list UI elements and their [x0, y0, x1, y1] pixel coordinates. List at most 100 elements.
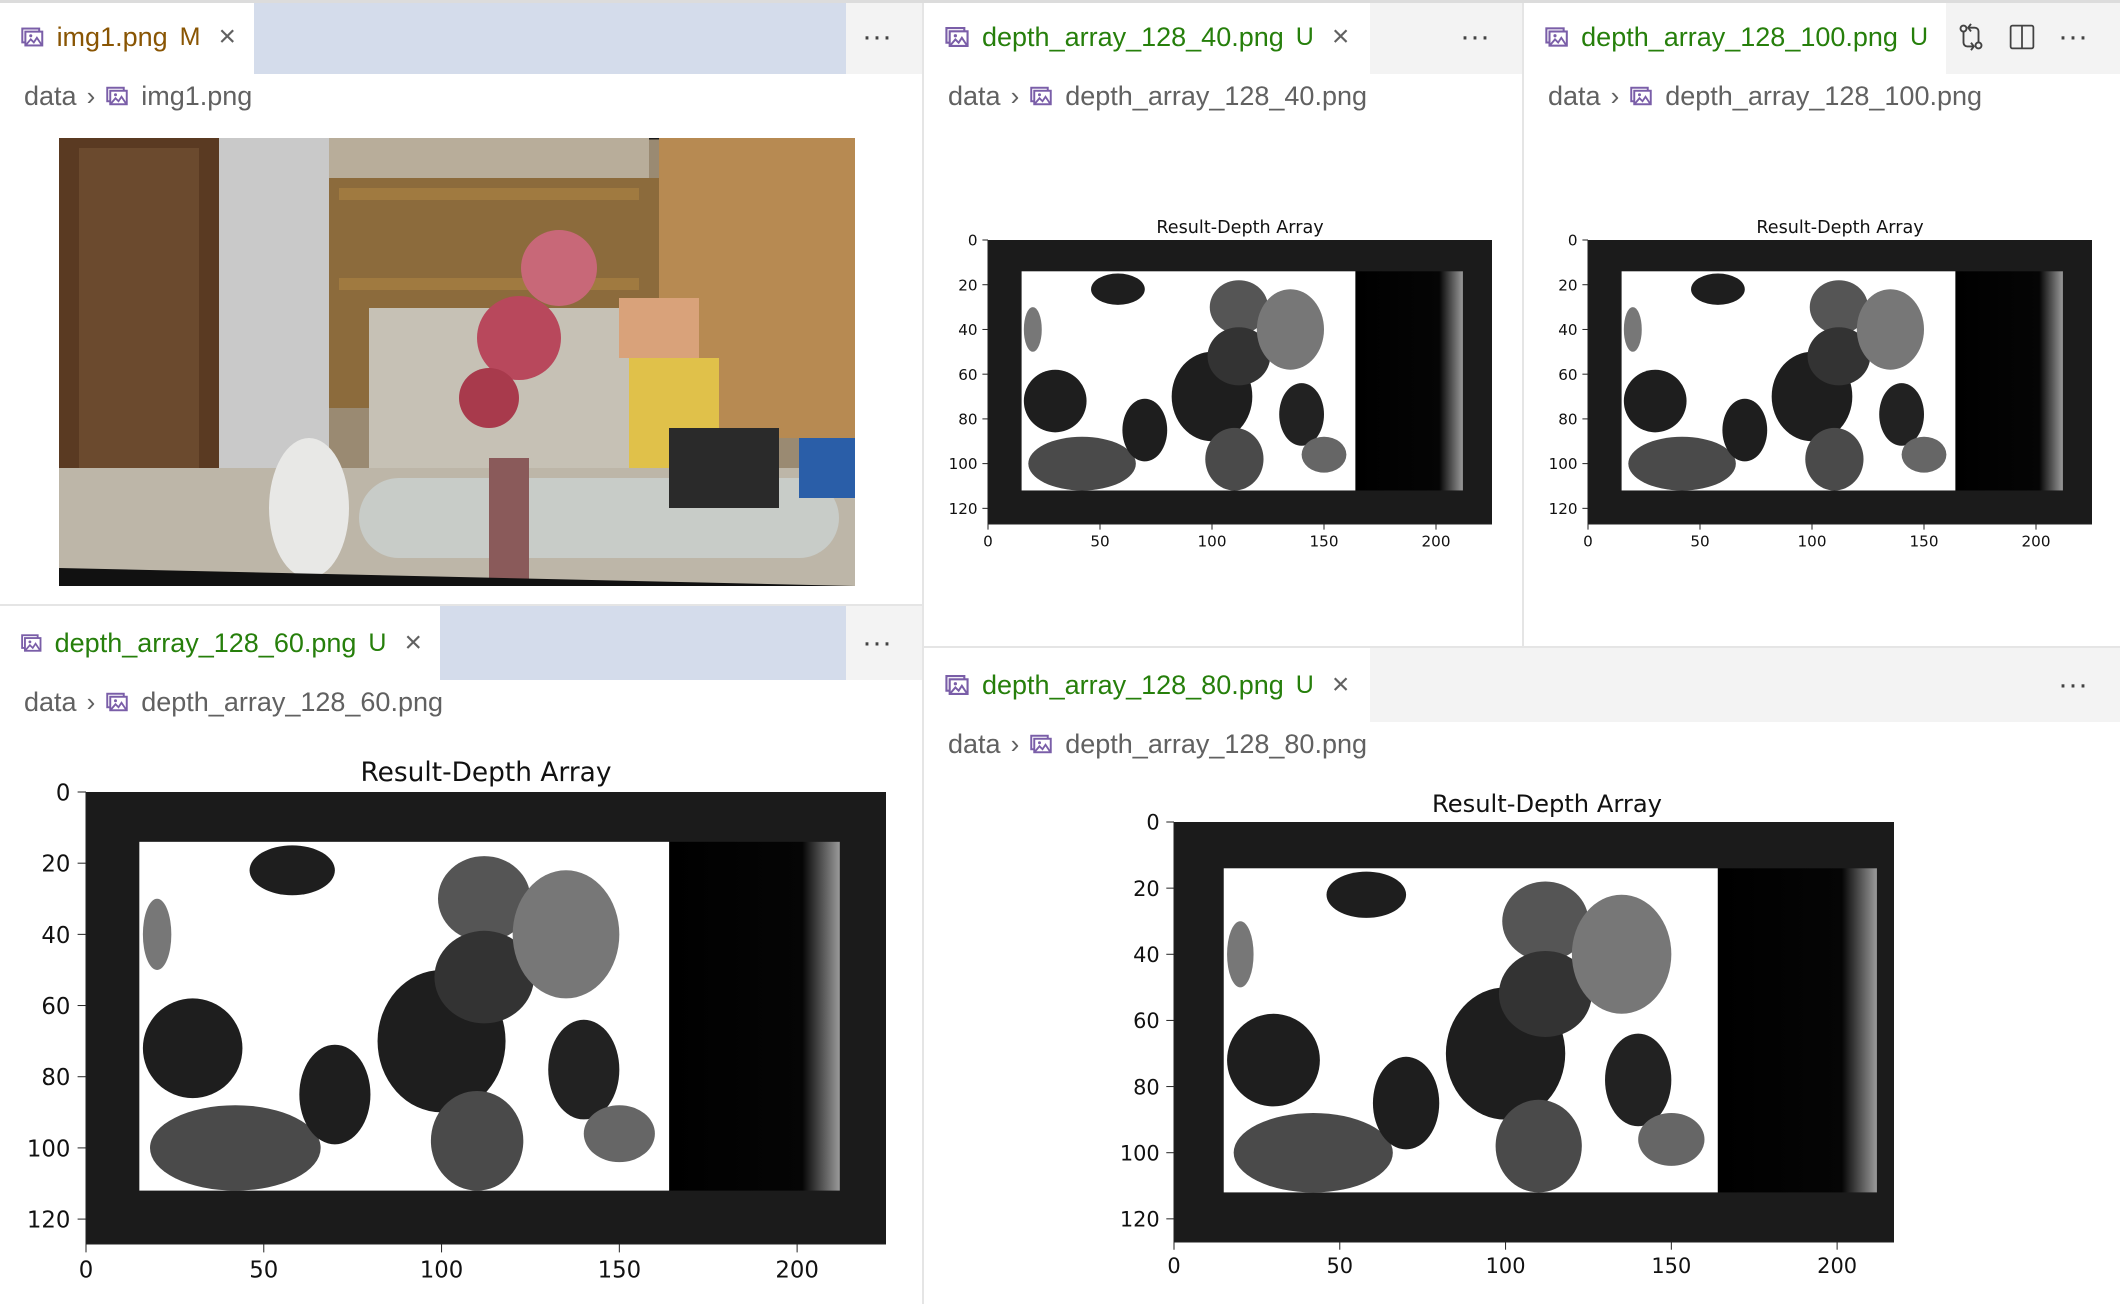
image-file-icon	[1029, 84, 1053, 108]
depth-segment	[1879, 383, 1924, 446]
depth-segment	[438, 856, 531, 942]
window-top-border	[0, 0, 2120, 3]
more-actions-icon[interactable]: ···	[1460, 20, 1490, 53]
image-file-icon	[1544, 24, 1569, 50]
breadcrumb-file[interactable]: depth_array_128_100.png	[1665, 80, 1983, 111]
depth-segment	[1209, 280, 1268, 334]
breadcrumb-folder[interactable]: data	[948, 80, 1001, 111]
depth-segment	[1623, 307, 1642, 352]
depth-segment	[1227, 1013, 1320, 1107]
y-tick-label: 0	[1568, 232, 1578, 250]
editor-actions: ···	[862, 0, 892, 74]
more-actions-icon[interactable]: ···	[862, 20, 892, 53]
breadcrumb-folder[interactable]: data	[24, 80, 77, 111]
compare-changes-icon[interactable]	[1956, 22, 1986, 52]
depth-segment	[548, 1019, 620, 1120]
y-tick-label: 20	[41, 852, 70, 878]
y-tick-label: 40	[1558, 321, 1577, 339]
depth-segment	[1571, 894, 1672, 1014]
x-tick-label: 100	[1198, 532, 1227, 550]
editor-pane-img1: img1.png M × ··· data › img1.png	[0, 0, 922, 604]
tab-depth60[interactable]: depth_array_128_60.png U ×	[0, 606, 440, 680]
pane-divider	[0, 604, 922, 606]
depth-segment	[1691, 273, 1745, 305]
depth-chart-80: Result-Depth Array 0 50 100 150 200 0 20 40 60 80 1…	[1120, 790, 1894, 1278]
y-tick-label: 20	[1133, 877, 1160, 901]
tab-bar: depth_array_128_60.png U × ···	[0, 606, 922, 680]
image-preview	[59, 138, 855, 586]
breadcrumb-folder[interactable]: data	[24, 686, 77, 717]
y-tick-label: 120	[27, 1207, 71, 1233]
more-actions-icon[interactable]: ···	[2058, 668, 2088, 701]
tab-label: depth_array_128_80.png	[982, 669, 1284, 700]
x-tick-label: 200	[775, 1258, 819, 1284]
chart-title: Result-Depth Array	[361, 757, 612, 788]
editor-pane-depth40: depth_array_128_40.png U × ··· data › de…	[924, 0, 1522, 646]
breadcrumb-file[interactable]: depth_array_128_60.png	[141, 686, 443, 717]
x-tick-label: 50	[1090, 532, 1109, 550]
x-tick-label: 150	[1910, 532, 1939, 550]
close-icon[interactable]: ×	[218, 20, 236, 53]
pane-divider	[1522, 0, 1524, 646]
breadcrumb: data › img1.png	[24, 74, 252, 118]
depth-chart-40: Result-Depth Array 0 50 100 150 200 0 20 40 60 80 1…	[949, 218, 1492, 550]
depth-gradient-band	[1717, 868, 1877, 1193]
x-tick-label: 0	[1583, 532, 1593, 550]
close-icon[interactable]: ×	[1331, 668, 1350, 701]
y-tick-label: 0	[968, 232, 978, 250]
y-tick-label: 100	[1120, 1141, 1160, 1165]
tab-depth100[interactable]: depth_array_128_100.png U	[1524, 0, 1946, 74]
breadcrumb-file[interactable]: depth_array_128_80.png	[1065, 728, 1367, 759]
tab-depth40[interactable]: depth_array_128_40.png U ×	[924, 0, 1370, 74]
depth-gradient-band	[1955, 271, 2063, 491]
chevron-right-icon: ›	[1010, 728, 1020, 759]
depth-segment	[1809, 280, 1868, 334]
depth-segment	[1122, 398, 1168, 462]
editor-pane-depth80: depth_array_128_80.png U × ··· data › de…	[924, 648, 2120, 1304]
y-tick-label: 40	[958, 321, 977, 339]
depth-segment	[142, 998, 243, 1099]
close-icon[interactable]: ×	[404, 626, 422, 659]
tab-label: img1.png	[56, 21, 168, 52]
depth-segment	[430, 1090, 524, 1191]
y-tick-label: 40	[1133, 943, 1160, 967]
x-tick-label: 200	[2022, 532, 2051, 550]
x-tick-label: 50	[1326, 1254, 1353, 1278]
x-tick-label: 100	[1798, 532, 1827, 550]
depth-segment	[1722, 398, 1768, 462]
image-file-icon	[1629, 84, 1653, 108]
close-icon[interactable]: ×	[1331, 20, 1350, 53]
breadcrumb-file[interactable]: img1.png	[141, 80, 253, 111]
git-status-badge: U	[1909, 22, 1928, 51]
tab-label: depth_array_128_60.png	[54, 627, 357, 658]
x-tick-label: 200	[1817, 1254, 1857, 1278]
pane-divider	[922, 0, 924, 1304]
tab-bar: depth_array_128_80.png U × ···	[924, 648, 2120, 722]
more-actions-icon[interactable]: ···	[2058, 20, 2088, 53]
x-tick-label: 150	[1310, 532, 1339, 550]
breadcrumb-folder[interactable]: data	[948, 728, 1001, 759]
y-tick-label: 60	[1558, 366, 1577, 384]
tab-depth80[interactable]: depth_array_128_80.png U ×	[924, 648, 1370, 722]
tab-bar-fill	[440, 606, 846, 680]
depth-segment	[1023, 307, 1042, 352]
image-file-icon	[1029, 732, 1053, 756]
breadcrumb-folder[interactable]: data	[1548, 80, 1601, 111]
y-tick-label: 0	[1146, 811, 1159, 835]
depth-segment	[299, 1044, 371, 1145]
x-tick-label: 200	[1422, 532, 1451, 550]
split-editor-icon[interactable]	[2008, 23, 2036, 51]
y-tick-label: 100	[949, 455, 978, 473]
editor-actions: ···	[1460, 0, 1490, 74]
y-tick-label: 20	[958, 276, 977, 294]
depth-segment	[1227, 921, 1254, 988]
depth-segment	[583, 1105, 655, 1163]
y-tick-label: 80	[958, 410, 977, 428]
breadcrumb-file[interactable]: depth_array_128_40.png	[1065, 80, 1367, 111]
breadcrumb: data › depth_array_128_60.png	[24, 680, 443, 724]
depth-segment	[1207, 327, 1271, 386]
depth-segment	[1498, 950, 1592, 1037]
more-actions-icon[interactable]: ···	[862, 626, 892, 659]
breadcrumb: data › depth_array_128_40.png	[948, 74, 1367, 118]
tab-img1[interactable]: img1.png M ×	[0, 0, 254, 74]
